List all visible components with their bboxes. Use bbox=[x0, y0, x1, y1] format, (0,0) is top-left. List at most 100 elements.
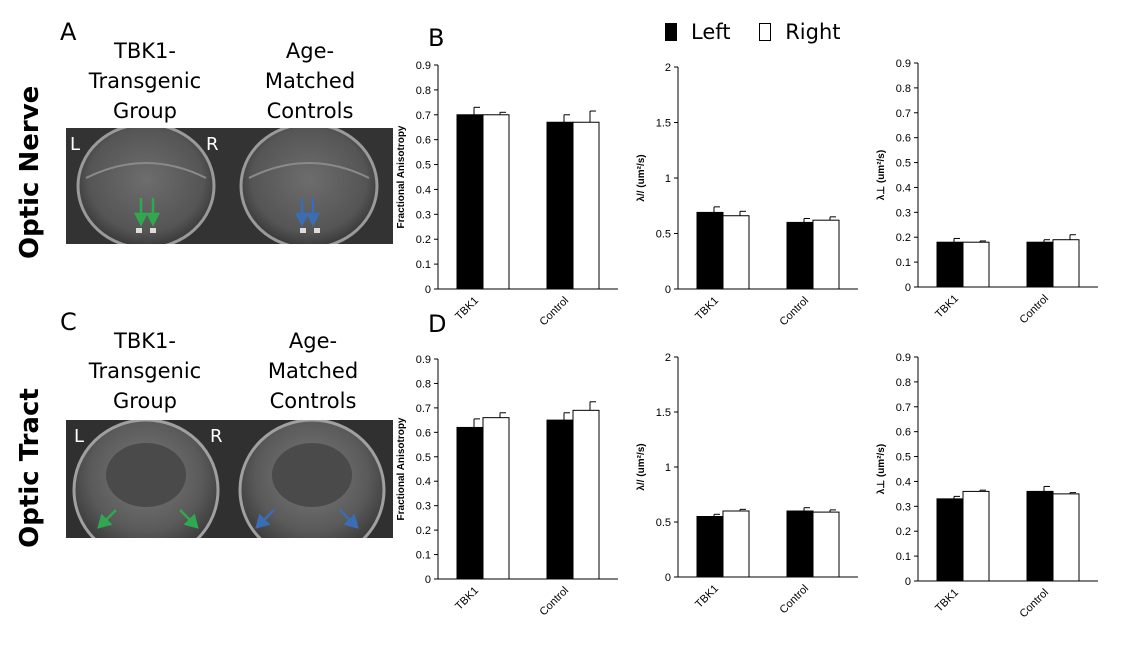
x-tick-label: Control bbox=[778, 583, 812, 617]
mri-optic-nerve-image: L R bbox=[66, 128, 393, 244]
group-line: TBK1- bbox=[114, 39, 176, 63]
x-tick-label: Control bbox=[1018, 587, 1052, 621]
right-side-label: R bbox=[206, 134, 219, 155]
row-label-optic-tract: Optic Tract bbox=[15, 388, 45, 548]
group-line: Matched bbox=[267, 359, 359, 383]
y-tick-label: 0.3 bbox=[896, 207, 911, 219]
y-tick-label: 0.4 bbox=[416, 476, 431, 488]
group-line: Matched bbox=[264, 69, 356, 93]
y-tick-label: 0.2 bbox=[896, 232, 911, 244]
chart-optic-nerve-lambda-parallel: 0 0.5 1 1.5 2 λ// (um²/s) TBK1 Control bbox=[636, 62, 858, 325]
chart-optic-nerve-lambda-perp: 0 0.1 0.2 0.3 0.4 0.5 0.6 0.7 0.8 0.9 λ⊥ (um²/s) TB… bbox=[876, 58, 1098, 325]
x-tick-label: TBK1 bbox=[693, 583, 721, 611]
y-tick-label: 0.9 bbox=[416, 60, 431, 72]
y-tick-label: 0.7 bbox=[416, 110, 431, 122]
green-arrow-icon bbox=[97, 509, 199, 529]
y-tick-label: 0.6 bbox=[896, 133, 911, 145]
bar-left-tbk1 bbox=[936, 241, 964, 288]
bar-right-tbk1 bbox=[722, 215, 750, 290]
row-label-optic-nerve: Optic Nerve bbox=[15, 85, 45, 259]
y-tick-label: 1.5 bbox=[656, 118, 671, 130]
y-tick-label: 0.8 bbox=[896, 83, 911, 95]
y-tick-label: 0 bbox=[665, 284, 671, 296]
x-tick-label: Control bbox=[778, 295, 812, 325]
bar-left-control bbox=[546, 121, 574, 290]
y-tick-label: 1 bbox=[665, 462, 671, 474]
legend-swatch-right bbox=[759, 23, 772, 41]
bar-left-control bbox=[546, 419, 574, 580]
y-tick-label: 1.5 bbox=[656, 407, 671, 419]
bar-right-control bbox=[812, 219, 840, 290]
bar-right-tbk1 bbox=[962, 490, 990, 582]
y-axis-label: λ// (um²/s) bbox=[636, 154, 647, 201]
group-label-control-top: Age- Matched Controls bbox=[240, 36, 380, 126]
right-side-label: R bbox=[210, 426, 223, 447]
y-tick-label: 0.3 bbox=[416, 209, 431, 221]
y-axis-label: λ⊥ (um²/s) bbox=[876, 150, 887, 200]
group-line: Transgenic bbox=[88, 359, 202, 383]
bar-right-tbk1 bbox=[962, 241, 990, 288]
y-tick-label: 0.9 bbox=[416, 354, 431, 366]
group-line: Age- bbox=[288, 329, 338, 353]
bar-right-control bbox=[572, 409, 600, 580]
y-axis-label: λ⊥ (um²/s) bbox=[876, 444, 887, 494]
mri-optic-tract-image: L R bbox=[66, 420, 393, 538]
chart-optic-tract-lambda-parallel: 0 0.5 1 1.5 2 λ// (um²/s) TBK1 Control bbox=[636, 352, 858, 617]
x-tick-label: TBK1 bbox=[933, 587, 961, 615]
y-tick-label: 0.3 bbox=[416, 501, 431, 513]
y-tick-label: 0 bbox=[905, 576, 911, 588]
y-axis-label: λ// (um²/s) bbox=[636, 443, 647, 490]
y-tick-label: 0.4 bbox=[896, 476, 911, 488]
y-tick-label: 0.9 bbox=[896, 58, 911, 70]
y-tick-label: 0.7 bbox=[896, 108, 911, 120]
x-tick-label: TBK1 bbox=[693, 295, 721, 323]
group-line: TBK1- bbox=[114, 329, 176, 353]
y-tick-label: 0.6 bbox=[896, 427, 911, 439]
y-tick-label: 0.1 bbox=[896, 257, 911, 269]
bar-left-control bbox=[1026, 241, 1054, 288]
y-axis-label: Fractional Anisotropy bbox=[396, 125, 407, 228]
y-tick-label: 0 bbox=[425, 284, 431, 296]
chart-optic-nerve-fa: 0 0.1 0.2 0.3 0.4 0.5 0.6 0.7 0.8 0.9 Fractional A… bbox=[396, 60, 618, 325]
y-tick-label: 0.5 bbox=[416, 452, 431, 464]
bar-left-control bbox=[1026, 490, 1054, 582]
x-tick-label: Control bbox=[538, 585, 572, 619]
panel-letter-b: B bbox=[428, 24, 445, 52]
y-tick-label: 0.2 bbox=[416, 234, 431, 246]
bar-left-tbk1 bbox=[936, 498, 964, 582]
bar-right-control bbox=[1052, 239, 1080, 288]
y-tick-label: 0.6 bbox=[416, 135, 431, 147]
group-label-control-bottom: Age- Matched Controls bbox=[243, 326, 383, 416]
bar-right-control bbox=[572, 121, 600, 290]
legend-label-right: Right bbox=[785, 20, 841, 44]
y-tick-label: 0.8 bbox=[416, 378, 431, 390]
panel-letter-d: D bbox=[428, 310, 447, 338]
bar-right-control bbox=[1052, 493, 1080, 582]
y-tick-label: 0.5 bbox=[896, 158, 911, 170]
y-tick-label: 0.1 bbox=[896, 551, 911, 563]
y-tick-label: 0.5 bbox=[656, 229, 671, 241]
y-tick-label: 0.1 bbox=[416, 259, 431, 271]
bar-left-control bbox=[786, 510, 814, 578]
y-tick-label: 0.5 bbox=[416, 160, 431, 172]
y-tick-label: 0.8 bbox=[896, 377, 911, 389]
bar-right-tbk1 bbox=[482, 114, 510, 290]
chart-optic-tract-lambda-perp: 0 0.1 0.2 0.3 0.4 0.5 0.6 0.7 0.8 0.9 λ⊥ (um²/s) TB… bbox=[876, 352, 1098, 621]
legend-entry-right: Right bbox=[759, 20, 841, 44]
y-tick-label: 0.5 bbox=[656, 517, 671, 529]
x-tick-label: Control bbox=[1018, 293, 1052, 325]
panel-letter-c: C bbox=[60, 308, 77, 336]
legend: Left Right bbox=[665, 20, 841, 44]
y-tick-label: 0.8 bbox=[416, 85, 431, 97]
left-side-label: L bbox=[74, 426, 85, 447]
bar-left-control bbox=[786, 221, 814, 290]
group-line: Group bbox=[113, 99, 177, 123]
mri-optic-nerve-graphic bbox=[66, 128, 393, 244]
group-line: Controls bbox=[269, 389, 357, 413]
group-line: Transgenic bbox=[88, 69, 202, 93]
bar-right-tbk1 bbox=[482, 417, 510, 580]
y-tick-label: 0.9 bbox=[896, 352, 911, 364]
bar-left-tbk1 bbox=[696, 211, 724, 290]
group-line: Controls bbox=[266, 99, 354, 123]
blue-arrow-icon bbox=[294, 198, 321, 227]
